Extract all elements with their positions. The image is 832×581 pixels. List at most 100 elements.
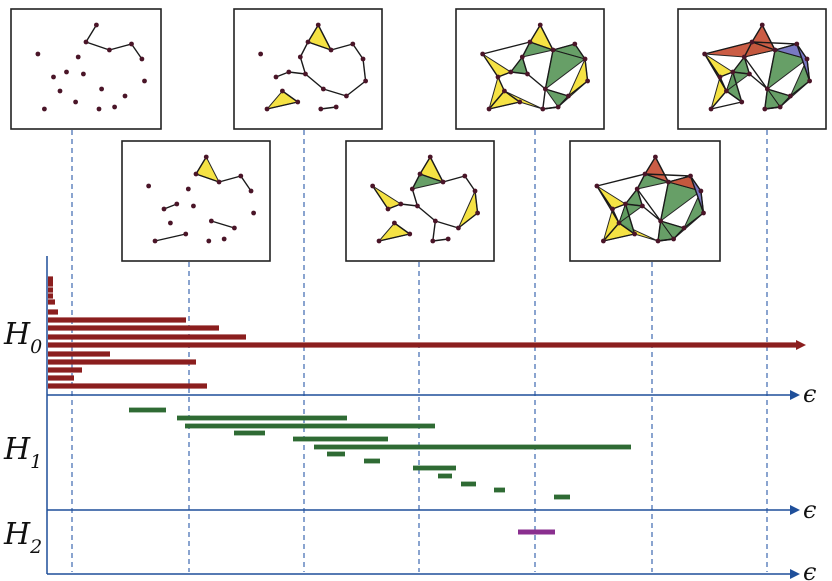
panel-frame bbox=[677, 8, 827, 130]
panel-frame bbox=[455, 8, 605, 130]
vertex bbox=[73, 99, 78, 105]
barcode-h0 bbox=[48, 276, 806, 389]
h1-bar bbox=[234, 430, 265, 436]
vertex bbox=[168, 220, 173, 226]
vertex bbox=[385, 206, 391, 212]
edge bbox=[779, 95, 791, 108]
vertex bbox=[305, 39, 311, 45]
edge bbox=[596, 173, 646, 187]
edge bbox=[774, 43, 797, 51]
vertex bbox=[208, 218, 214, 224]
vertex bbox=[107, 47, 112, 53]
vertex bbox=[398, 201, 404, 207]
vertex bbox=[537, 22, 543, 28]
edge bbox=[748, 73, 768, 90]
h0-bar bbox=[48, 287, 53, 293]
edge bbox=[419, 156, 431, 175]
vertex bbox=[764, 86, 770, 92]
epsilon-label-h1: ϵ bbox=[803, 496, 816, 524]
edge bbox=[211, 220, 235, 229]
edge bbox=[317, 24, 332, 51]
vertex bbox=[264, 106, 270, 112]
edge bbox=[657, 220, 662, 242]
vertex bbox=[206, 238, 212, 244]
edge bbox=[603, 233, 635, 242]
vertex bbox=[232, 225, 237, 231]
edge bbox=[751, 41, 776, 51]
edge bbox=[574, 43, 586, 60]
edge bbox=[767, 88, 791, 97]
edge bbox=[725, 90, 743, 103]
edge bbox=[732, 56, 745, 73]
h0-bar bbox=[48, 359, 196, 365]
edge bbox=[761, 24, 776, 51]
edge bbox=[596, 185, 620, 224]
edge bbox=[644, 173, 691, 177]
vertex bbox=[616, 220, 622, 226]
epsilon-arrowhead bbox=[790, 569, 800, 579]
edge bbox=[644, 173, 669, 183]
vertex bbox=[495, 74, 501, 80]
edge bbox=[281, 90, 299, 103]
vertex bbox=[430, 238, 436, 244]
edge bbox=[416, 205, 436, 222]
edge bbox=[557, 95, 569, 108]
edge bbox=[539, 24, 554, 51]
vertex bbox=[333, 104, 339, 110]
vertex bbox=[519, 54, 525, 60]
h1-bar bbox=[185, 423, 435, 429]
edge bbox=[218, 175, 241, 183]
vertex bbox=[297, 54, 303, 60]
vertex bbox=[739, 99, 745, 105]
vertex bbox=[456, 225, 461, 231]
epsilon-label-h0: ϵ bbox=[803, 380, 816, 408]
edge bbox=[109, 43, 132, 51]
vertex bbox=[804, 56, 810, 62]
vertex bbox=[392, 220, 397, 226]
panel-frame bbox=[569, 140, 721, 262]
edge bbox=[307, 24, 319, 43]
vertex bbox=[407, 231, 413, 237]
edge bbox=[789, 80, 811, 97]
h1-bar bbox=[314, 444, 631, 450]
vertex bbox=[632, 231, 637, 237]
edge bbox=[474, 190, 479, 214]
edge bbox=[330, 43, 353, 51]
vertex bbox=[807, 78, 812, 84]
edge bbox=[657, 238, 674, 242]
vertex bbox=[794, 41, 800, 47]
vertex bbox=[203, 154, 209, 160]
vertex bbox=[527, 39, 533, 45]
vertex bbox=[286, 69, 292, 75]
edge bbox=[130, 43, 143, 60]
vertex bbox=[139, 56, 145, 62]
edge bbox=[584, 58, 589, 82]
vertex bbox=[601, 238, 606, 244]
vertex bbox=[142, 78, 147, 84]
h1-label: H1 bbox=[3, 432, 42, 473]
vertex bbox=[370, 183, 376, 189]
vertex bbox=[747, 71, 752, 77]
h0-infinite-arrow bbox=[796, 340, 806, 350]
epsilon-label-h2: ϵ bbox=[803, 558, 816, 581]
edge bbox=[567, 80, 589, 97]
vertex bbox=[462, 173, 468, 179]
vertex bbox=[183, 231, 189, 237]
vertex bbox=[472, 188, 478, 194]
edge bbox=[704, 53, 728, 92]
edge bbox=[393, 222, 411, 235]
edge bbox=[457, 212, 479, 229]
edge bbox=[644, 156, 656, 175]
vertex bbox=[94, 22, 99, 28]
vertex bbox=[161, 206, 167, 212]
vertex bbox=[221, 236, 227, 242]
edge bbox=[411, 188, 419, 207]
vertex bbox=[248, 188, 254, 194]
vertex bbox=[417, 171, 423, 177]
vertex bbox=[671, 236, 676, 242]
edge bbox=[624, 188, 638, 205]
edge bbox=[542, 88, 547, 110]
edge bbox=[796, 43, 811, 82]
vertex bbox=[432, 218, 438, 224]
vertex bbox=[96, 106, 102, 112]
